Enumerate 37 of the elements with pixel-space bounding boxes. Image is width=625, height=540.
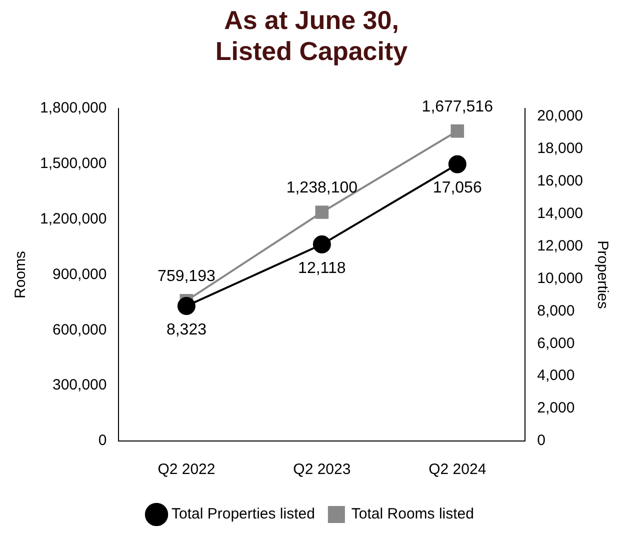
y2-tick-label: 2,000 (537, 400, 575, 417)
y2-axis-title: Properties (594, 240, 611, 309)
x-tick-label: Q2 2024 (428, 461, 486, 478)
point (448, 155, 466, 174)
x-tick-label: Q2 2022 (158, 461, 216, 478)
y-tick-label: 300,000 (52, 376, 107, 394)
y2-tick-label: 20,000 (537, 108, 584, 125)
y-tick-label: 1,500,000 (40, 154, 107, 172)
y2-tick-label: 6,000 (537, 334, 575, 352)
point (315, 206, 329, 219)
y-tick-label: 1,800,000 (40, 100, 107, 117)
y2-tick-label: 16,000 (537, 172, 584, 190)
data-label: 1,238,100 (286, 180, 358, 197)
y-axis-title: Rooms (12, 250, 30, 298)
y2-tick-label: 4,000 (537, 367, 575, 384)
data-label: 1,677,516 (422, 98, 494, 116)
y2-tick-label: 10,000 (537, 270, 584, 287)
data-label: 17,056 (432, 180, 482, 197)
legend-label: Total Properties listed (172, 506, 315, 523)
y-tick-label: 0 (98, 432, 107, 450)
y-tick-label: 1,200,000 (40, 210, 107, 228)
x-tick-label: Q2 2023 (293, 461, 351, 478)
y2-tick-label: 0 (537, 432, 546, 450)
y2-tick-label: 8,000 (537, 302, 575, 320)
y-tick-label: 600,000 (52, 321, 107, 338)
data-label: 12,118 (298, 260, 346, 277)
legend-label: Total Rooms listed (351, 506, 474, 523)
point (312, 235, 331, 254)
y2-tick-label: 18,000 (537, 140, 584, 158)
data-label: 8,323 (166, 321, 207, 338)
y-tick-label: 900,000 (52, 266, 107, 283)
chart-title: As at June 30, Listed Capacity (215, 4, 408, 66)
point (450, 124, 464, 138)
y2-tick-label: 12,000 (537, 237, 584, 254)
point (177, 296, 196, 315)
y2-tick-label: 14,000 (537, 205, 584, 222)
data-label: 759,193 (158, 268, 216, 286)
